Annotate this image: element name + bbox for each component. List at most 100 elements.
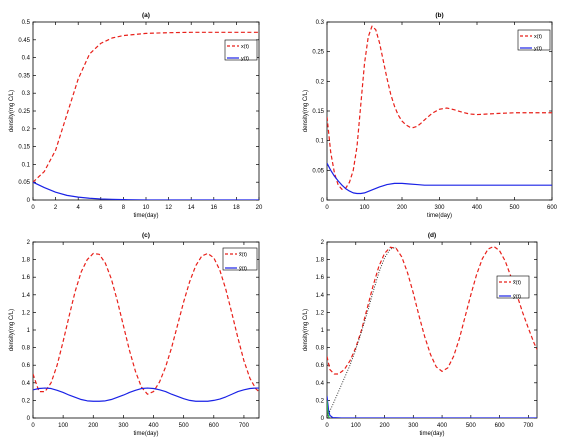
x-axis-label: time(day) xyxy=(133,213,158,219)
y-tick-label: 0.2 xyxy=(316,79,325,85)
x-tick-label: 20 xyxy=(256,205,263,211)
series-line xyxy=(327,245,537,375)
legend-label: y(t) xyxy=(534,46,542,52)
y-tick-label: 0 xyxy=(321,416,325,422)
x-tick-label: 400 xyxy=(472,205,483,211)
x-tick-label: 18 xyxy=(233,205,240,211)
x-tick-label: 300 xyxy=(434,205,445,211)
plot-frame xyxy=(326,241,538,419)
chart-panel: 0 100 200 300 400 500 600 700 0 0.2 0.4 0.6 0.8 1 1.2 1… xyxy=(303,232,538,437)
y-axis-label: density(mg C/L) xyxy=(9,90,15,132)
series-line xyxy=(33,31,259,183)
y-tick-label: 0.25 xyxy=(312,50,324,56)
series-line xyxy=(327,25,552,190)
panel-title: (d) xyxy=(428,232,436,239)
y-tick-label: 0.6 xyxy=(22,363,31,369)
x-tick-label: 4 xyxy=(77,205,81,211)
y-tick-label: 0.3 xyxy=(316,20,325,26)
chart-panel: 0 100 200 300 400 500 600 700 0 0.2 0.4 0.6 0.8 1 1.2 1… xyxy=(9,232,260,437)
x-tick-label: 16 xyxy=(210,205,217,211)
y-tick-label: 0.1 xyxy=(22,162,31,168)
chart-panel: 0 2 4 6 8 10 12 14 16 18 20 0 0.05 0.1 0.15 0.2 0.25 0.3 0… xyxy=(9,12,263,219)
x-tick-label: 200 xyxy=(380,423,391,429)
y-tick-label: 0.35 xyxy=(18,73,30,79)
x-tick-label: 10 xyxy=(143,205,150,211)
y-tick-label: 0.45 xyxy=(18,38,30,44)
chart-panel: 0 100 200 300 400 500 600 0 0.05 0.1 0.15 0.2 0.25 0.… xyxy=(303,12,558,219)
y-tick-label: 0.2 xyxy=(22,398,31,404)
x-tick-label: 200 xyxy=(88,423,99,429)
y-tick-label: 0.3 xyxy=(22,91,31,97)
y-tick-label: 1.4 xyxy=(316,293,325,299)
x-tick-label: 12 xyxy=(165,205,172,211)
y-tick-label: 0.25 xyxy=(18,109,30,115)
series-line xyxy=(33,252,259,395)
y-tick-label: 2 xyxy=(321,240,325,246)
y-tick-label: 0.2 xyxy=(22,127,31,133)
legend-label: x̃(t) xyxy=(512,280,521,286)
x-tick-label: 400 xyxy=(149,423,160,429)
x-tick-label: 2 xyxy=(54,205,58,211)
y-axis-label: density(mg C/L) xyxy=(303,309,309,351)
y-tick-label: 0.8 xyxy=(22,346,31,352)
series-group xyxy=(33,252,259,402)
series-line xyxy=(33,387,259,402)
y-tick-label: 0.4 xyxy=(316,381,325,387)
y-tick-label: 0.15 xyxy=(18,145,30,151)
x-axis-label: time(day) xyxy=(133,431,158,437)
legend-label: x(t) xyxy=(534,34,542,40)
x-tick-label: 600 xyxy=(495,423,506,429)
y-tick-label: 1 xyxy=(321,328,325,334)
y-tick-label: 1.8 xyxy=(22,258,31,264)
x-tick-label: 14 xyxy=(188,205,195,211)
legend: x̃(t) ỹ(t) xyxy=(222,247,258,272)
x-tick-label: 700 xyxy=(523,423,534,429)
y-tick-label: 0.6 xyxy=(316,363,325,369)
x-tick-label: 700 xyxy=(239,423,250,429)
y-tick-label: 0.05 xyxy=(18,180,30,186)
legend-box xyxy=(224,39,258,61)
x-tick-label: 0 xyxy=(31,205,35,211)
series-line xyxy=(33,181,259,200)
x-tick-label: 300 xyxy=(408,423,419,429)
y-tick-label: 0.4 xyxy=(22,381,31,387)
x-tick-label: 100 xyxy=(351,423,362,429)
panel-title: (a) xyxy=(142,12,150,19)
y-tick-label: 2 xyxy=(27,240,31,246)
legend: x(t) y(t) xyxy=(224,39,258,62)
y-tick-label: 0.1 xyxy=(316,139,325,145)
x-tick-label: 400 xyxy=(437,423,448,429)
y-tick-label: 0.5 xyxy=(22,20,31,26)
x-tick-label: 6 xyxy=(99,205,103,211)
series-line xyxy=(327,395,537,418)
series-line xyxy=(327,246,397,417)
y-axis-label: density(mg C/L) xyxy=(9,309,15,351)
x-tick-label: 0 xyxy=(325,205,329,211)
x-tick-label: 8 xyxy=(122,205,126,211)
x-axis-label: time(day) xyxy=(427,213,452,219)
x-tick-label: 100 xyxy=(58,423,69,429)
x-tick-label: 200 xyxy=(397,205,408,211)
y-tick-label: 1.2 xyxy=(22,310,31,316)
y-tick-label: 0 xyxy=(321,198,325,204)
x-axis-label: time(day) xyxy=(419,431,444,437)
x-tick-label: 500 xyxy=(509,205,520,211)
y-tick-label: 1.4 xyxy=(22,293,31,299)
x-tick-label: 500 xyxy=(179,423,190,429)
x-tick-label: 600 xyxy=(209,423,220,429)
y-tick-label: 1.8 xyxy=(316,258,325,264)
legend-box xyxy=(517,29,551,51)
legend-label: ỹ(t) xyxy=(239,266,247,272)
y-tick-label: 0.15 xyxy=(312,109,324,115)
legend: x(t) y(t) xyxy=(517,29,551,52)
legend-label: y(t) xyxy=(241,56,249,62)
y-tick-label: 1.2 xyxy=(316,310,325,316)
y-tick-label: 1.6 xyxy=(22,275,31,281)
series-line xyxy=(327,400,331,418)
y-axis-label: density(mg C/L) xyxy=(303,90,309,132)
x-tick-label: 0 xyxy=(31,423,35,429)
legend: x̃(t) ỹ(t) xyxy=(496,275,530,300)
y-tick-label: 0 xyxy=(27,198,31,204)
